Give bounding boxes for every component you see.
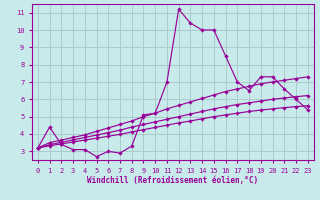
X-axis label: Windchill (Refroidissement éolien,°C): Windchill (Refroidissement éolien,°C) — [87, 176, 258, 185]
